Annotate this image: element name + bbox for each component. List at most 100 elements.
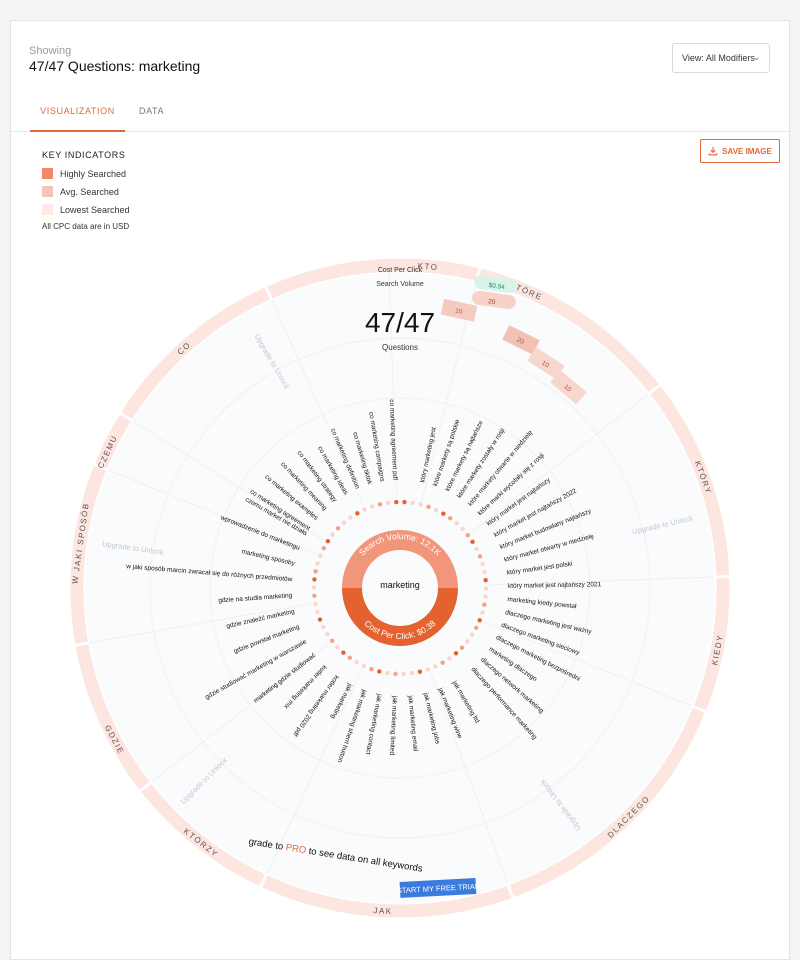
volume-dot [312, 577, 317, 582]
swatch-low [42, 204, 53, 215]
volume-dot [469, 632, 475, 638]
view-select-value: View: All Modifiers [682, 53, 755, 63]
volume-dot [355, 511, 360, 516]
key-item-label: Avg. Searched [60, 186, 119, 197]
volume-dot [418, 502, 423, 507]
volume-dot [394, 499, 399, 505]
cost-per-click-arc [342, 588, 458, 646]
key-indicators-title: KEY INDICATORS [42, 150, 126, 160]
volume-dot [341, 520, 347, 525]
key-item-label: Highly Searched [60, 168, 127, 179]
question-label[interactable]: który market jest najtańszy 2021 [508, 581, 602, 590]
ring-gap [73, 641, 91, 647]
volume-dot [454, 521, 459, 526]
sector-divider [265, 286, 364, 506]
modifier-ring [70, 258, 730, 918]
volume-dot [480, 561, 485, 567]
sector-divider [387, 258, 398, 499]
volume-dot [354, 660, 359, 665]
volume-dot [453, 651, 459, 656]
volume-dot [313, 569, 318, 574]
key-item-avg: Avg. Searched [42, 186, 119, 197]
key-item-high: Highly Searched [42, 168, 126, 179]
volume-dot [409, 670, 415, 676]
tab-data[interactable]: DATA [139, 106, 165, 116]
volume-dot [369, 666, 374, 672]
modifier-label[interactable]: KTO [417, 261, 439, 272]
metric-bar: 10 [550, 370, 587, 405]
showing-label: Showing [29, 45, 72, 57]
metric-bar-value: 10 [562, 383, 572, 393]
volume-dot [347, 655, 352, 661]
start-trial-button[interactable]: START MY FREE TRIAL [396, 877, 479, 898]
volume-dot [317, 617, 323, 622]
volume-dot [321, 624, 326, 630]
volume-dot [482, 569, 487, 575]
modifier-label[interactable]: JAK [373, 906, 393, 916]
metric-bar-value: 10 [540, 360, 550, 370]
volume-dot [330, 532, 335, 537]
volume-dot [410, 500, 415, 506]
ring-gap [647, 383, 662, 396]
ring-gap [263, 285, 274, 301]
tab-bar: VISUALIZATION DATA [11, 99, 789, 132]
volume-dot [385, 670, 390, 676]
page-title: 47/47 Questions: marketing [29, 58, 201, 74]
volume-dot [459, 645, 465, 650]
volume-dot [377, 669, 382, 674]
volume-dot [465, 639, 470, 644]
metric-bar-value: 20 [516, 337, 526, 347]
metric-bar: 10 [527, 347, 565, 380]
sector-divider [119, 412, 324, 541]
cpc-legend: Cost Per Click [378, 267, 423, 274]
volume-dot [401, 671, 406, 677]
question-label[interactable]: co marketing agreement pdf [388, 399, 399, 480]
ring-gap [138, 780, 153, 793]
volume-dot [483, 586, 489, 591]
volume-dot [335, 526, 341, 531]
sv-legend: Search Volume [376, 281, 424, 288]
ring-gap [118, 411, 134, 423]
sector-divider [139, 643, 330, 792]
save-image-button[interactable]: SAVE IMAGE [700, 139, 780, 163]
tab-visualization[interactable]: VISUALIZATION [30, 99, 125, 132]
volume-dot [402, 499, 407, 505]
volume-dot [335, 644, 340, 650]
download-icon [708, 147, 718, 156]
metric-bar-value: 10 [454, 307, 463, 315]
metric-bar: 20 [502, 325, 540, 355]
view-modifiers-select[interactable]: View: All Modifiers ⌄ [672, 43, 770, 73]
volume-dot [433, 664, 438, 669]
sector-divider [483, 621, 707, 713]
sector-divider [470, 384, 661, 533]
volume-dot [482, 602, 487, 607]
volume-dot [474, 546, 479, 552]
volume-dot [311, 585, 317, 590]
metric-bar-rect [502, 325, 540, 355]
swatch-avg [42, 186, 53, 197]
sector-divider [260, 669, 363, 888]
ring-gap [506, 883, 515, 900]
cpc-chip-value: $0.94 [488, 282, 505, 291]
volume-dot [417, 669, 423, 674]
volume-dot [325, 538, 331, 544]
volume-dot [325, 631, 330, 637]
volume-dot [321, 546, 326, 551]
metric-bar-rect [550, 370, 587, 405]
volume-dot [370, 504, 375, 509]
volume-dot [393, 671, 398, 677]
volume-dot [433, 507, 439, 513]
volume-dot [348, 515, 353, 520]
volume-dot [441, 511, 446, 516]
volume-dot [377, 502, 383, 507]
chevron-down-icon: ⌄ [752, 52, 761, 63]
volume-dot [447, 656, 452, 661]
sector-divider [430, 672, 514, 899]
sector-divider [74, 603, 312, 646]
question-label[interactable]: jak marketing limited [388, 695, 398, 756]
volume-dot [318, 553, 323, 558]
center-keyword: marketing [380, 580, 420, 590]
volume-dot [460, 526, 465, 532]
sector-separators [73, 258, 731, 900]
volume-dot [341, 650, 346, 655]
